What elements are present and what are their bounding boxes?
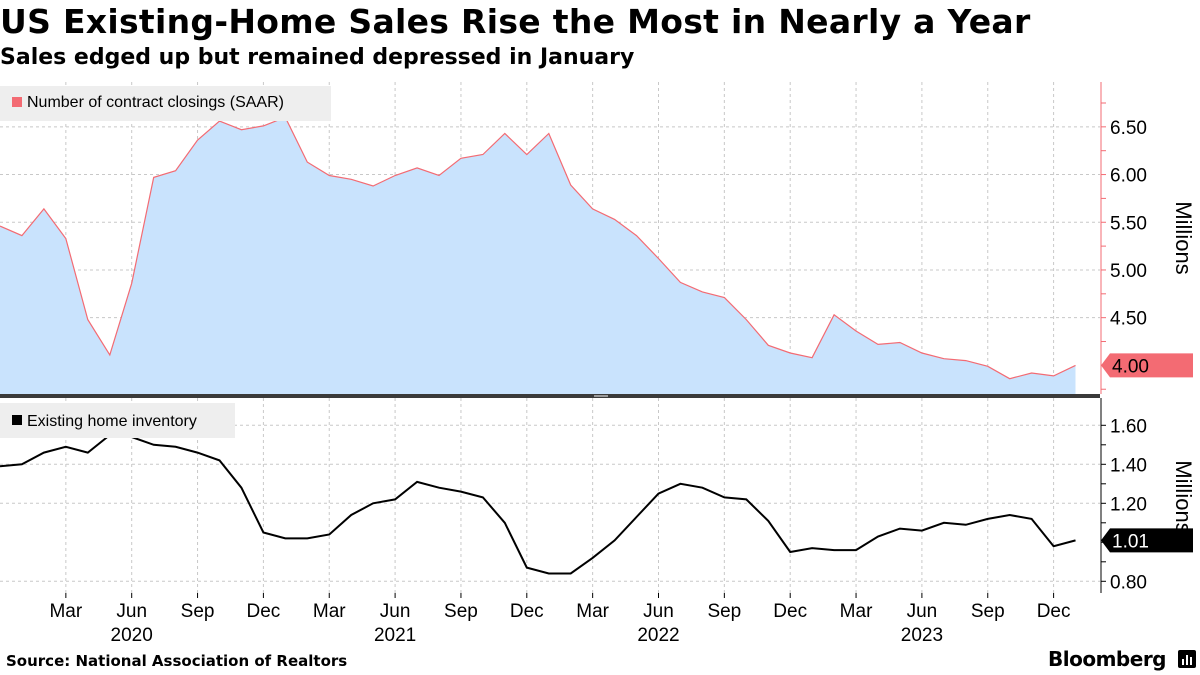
sales-y-axis-title: Millions bbox=[1171, 201, 1196, 274]
x-month-label: Dec bbox=[773, 601, 807, 622]
sales-y-tick-label: 6.50 bbox=[1110, 118, 1147, 139]
sales-legend: Number of contract closings (SAAR) bbox=[0, 86, 331, 121]
x-axis-ticks bbox=[65, 593, 1055, 598]
sales-legend-swatch bbox=[12, 97, 22, 107]
sales-area-fill bbox=[0, 117, 1076, 395]
inventory-last-value-marker bbox=[1101, 528, 1193, 553]
inventory-gridlines bbox=[0, 398, 1100, 593]
x-month-label: Dec bbox=[510, 601, 544, 622]
source-note: Source: National Association of Realtors bbox=[6, 652, 348, 670]
x-month-label: Mar bbox=[576, 601, 609, 622]
x-month-label: Sep bbox=[444, 601, 478, 622]
inventory-y-tick-label: 0.80 bbox=[1110, 572, 1147, 593]
bloomberg-terminal-icon bbox=[1178, 650, 1196, 668]
sales-line bbox=[0, 116, 1076, 380]
inventory-y-axis-title: Millions bbox=[1171, 460, 1196, 533]
sales-y-tick-label: 5.50 bbox=[1110, 213, 1147, 234]
x-month-label: Jun bbox=[907, 601, 938, 622]
bloomberg-logo: Bloomberg bbox=[1048, 647, 1166, 671]
sales-y-ticks: 4.50 5.00 5.50 6.00 6.50 bbox=[1101, 102, 1147, 390]
sales-y-tick-label: 6.00 bbox=[1110, 166, 1147, 187]
sales-last-value-marker bbox=[1101, 353, 1193, 378]
x-year-label: 2020 bbox=[111, 625, 153, 646]
sales-last-value-label: 4.00 bbox=[1112, 356, 1149, 377]
x-month-label: Dec bbox=[1037, 601, 1071, 622]
sales-points bbox=[0, 117, 1076, 379]
sales-y-tick-label: 5.00 bbox=[1110, 261, 1147, 282]
inventory-legend-label: Existing home inventory bbox=[27, 413, 197, 430]
x-year-label: 2021 bbox=[374, 625, 416, 646]
x-year-label: 2023 bbox=[901, 625, 943, 646]
inventory-y-ticks: 0.80 1.20 1.40 1.60 bbox=[1101, 416, 1147, 593]
x-month-label: Jun bbox=[116, 601, 147, 622]
x-month-label: Jun bbox=[380, 601, 411, 622]
x-month-label: Sep bbox=[707, 601, 741, 622]
inventory-line bbox=[0, 433, 1076, 575]
x-month-label: Mar bbox=[49, 601, 82, 622]
x-month-label: Jun bbox=[643, 601, 674, 622]
inventory-last-value-label: 1.01 bbox=[1112, 531, 1149, 552]
x-axis-labels: Mar Jun Sep Dec Mar Jun Sep Dec Mar Jun Sep Dec Mar J… bbox=[49, 601, 1070, 646]
x-month-label: Sep bbox=[971, 601, 1005, 622]
panel-divider bbox=[0, 394, 1100, 398]
inventory-y-tick-label: 1.40 bbox=[1110, 455, 1147, 476]
x-month-label: Mar bbox=[840, 601, 873, 622]
chart-title: US Existing-Home Sales Rise the Most in … bbox=[0, 2, 1031, 41]
inventory-y-tick-label: 1.20 bbox=[1110, 494, 1147, 515]
sales-y-tick-label: 4.50 bbox=[1110, 309, 1147, 330]
inventory-legend-swatch bbox=[12, 415, 22, 425]
panel-resize-handle bbox=[594, 395, 608, 397]
x-month-label: Sep bbox=[181, 601, 215, 622]
inventory-legend: Existing home inventory bbox=[0, 403, 235, 438]
inventory-points bbox=[0, 434, 1076, 574]
sales-legend-label: Number of contract closings (SAAR) bbox=[27, 94, 284, 111]
chart-subtitle: Sales edged up but remained depressed in… bbox=[0, 45, 635, 70]
x-year-label: 2022 bbox=[637, 625, 679, 646]
x-month-label: Mar bbox=[313, 601, 346, 622]
x-month-label: Dec bbox=[247, 601, 281, 622]
inventory-y-tick-label: 1.60 bbox=[1110, 416, 1147, 437]
